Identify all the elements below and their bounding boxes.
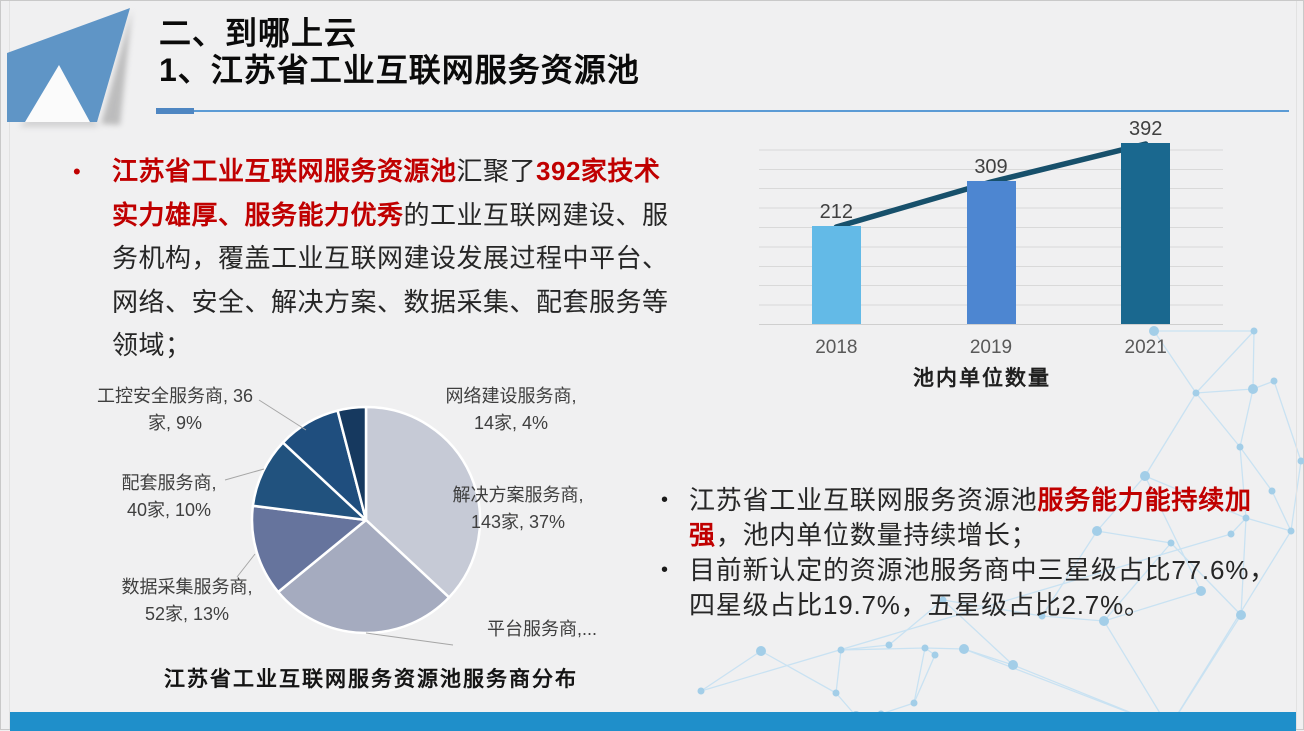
bar-chart-title: 池内单位数量 bbox=[759, 362, 1223, 392]
text-run: 江苏省工业互联网服务资源池 bbox=[112, 156, 457, 186]
constellation-node bbox=[1140, 471, 1150, 481]
constellation-node bbox=[1248, 384, 1258, 394]
text-run: ，池内单位数量持续增长； bbox=[716, 520, 1038, 550]
pie-label-data-collection-provider: 数据采集服务商, 52家, 13% bbox=[105, 574, 269, 628]
pie-label-support-provider: 配套服务商, 40家, 10% bbox=[93, 470, 245, 524]
constellation-node bbox=[1149, 326, 1159, 336]
slide-title-line1: 二、到哪上云 bbox=[159, 15, 640, 52]
constellation-node bbox=[922, 645, 929, 652]
paper-plane-icon bbox=[1, 3, 151, 135]
constellation-node bbox=[1298, 458, 1304, 465]
constellation-node bbox=[756, 646, 766, 656]
left-bullet-paragraph: • 江苏省工业互联网服务资源池汇聚了392家技术 实力雄厚、服务能力优秀的工业互… bbox=[73, 150, 673, 368]
constellation-node bbox=[1008, 660, 1018, 670]
bottom-accent-bar bbox=[10, 712, 1296, 731]
pie-label-platform-provider: 平台服务商,... bbox=[487, 616, 637, 643]
right-bullet-item-2: • 目前新认定的资源池服务商中三星级占比77.6%， 四星级占比19.7%，五星… bbox=[661, 553, 1301, 623]
bar-2018 bbox=[812, 226, 861, 324]
constellation-node bbox=[838, 647, 845, 654]
right-bullet-list: • 江苏省工业互联网服务资源池服务能力能持续加 强，池内单位数量持续增长； • … bbox=[661, 483, 1301, 623]
text-run: 江苏省工业互联网服务资源池 bbox=[689, 485, 1037, 515]
slide-title-line2: 1、江苏省工业互联网服务资源池 bbox=[159, 52, 640, 89]
constellation-node bbox=[886, 642, 893, 649]
constellation-node bbox=[1271, 378, 1278, 385]
bar-2021 bbox=[1121, 143, 1170, 324]
constellation-node bbox=[911, 700, 918, 707]
text-run: 汇聚了 bbox=[457, 156, 537, 186]
constellation-line bbox=[914, 648, 925, 703]
left-paragraph-text: 江苏省工业互联网服务资源池汇聚了392家技术 实力雄厚、服务能力优秀的工业互联网… bbox=[112, 150, 672, 368]
x-axis-tick-label: 2021 bbox=[1101, 337, 1191, 359]
leader-platform bbox=[366, 633, 453, 645]
pie-label-solution-provider: 解决方案服务商, 143家, 37% bbox=[438, 482, 598, 536]
title-underline-line bbox=[194, 110, 1289, 112]
constellation-line bbox=[761, 651, 836, 693]
bullet-marker: • bbox=[661, 553, 689, 623]
bullet-marker: • bbox=[661, 483, 689, 553]
right-bullet-text-1: 江苏省工业互联网服务资源池服务能力能持续加 强，池内单位数量持续增长； bbox=[689, 483, 1289, 553]
pie-label-network-provider: 网络建设服务商, 14家, 4% bbox=[426, 383, 596, 437]
bar-value-label: 212 bbox=[796, 201, 876, 224]
constellation-node bbox=[959, 644, 969, 654]
constellation-line bbox=[836, 650, 841, 693]
constellation-line bbox=[1253, 331, 1254, 389]
title-underline bbox=[156, 106, 1289, 116]
constellation-node bbox=[1251, 328, 1258, 335]
x-axis-tick-label: 2018 bbox=[791, 337, 881, 359]
pie-label-ics-security-provider: 工控安全服务商, 36 家, 9% bbox=[85, 383, 265, 437]
constellation-line bbox=[914, 655, 935, 703]
constellation-line bbox=[925, 648, 964, 649]
pie-chart-title: 江苏省工业互联网服务资源池服务商分布 bbox=[136, 663, 606, 693]
constellation-node bbox=[833, 690, 840, 697]
x-axis-tick-label: 2019 bbox=[946, 337, 1036, 359]
right-bullet-text-2: 目前新认定的资源池服务商中三星级占比77.6%， 四星级占比19.7%，五星级占… bbox=[689, 553, 1289, 623]
constellation-line bbox=[1145, 393, 1196, 476]
constellation-line bbox=[1240, 389, 1253, 447]
constellation-node bbox=[1237, 444, 1244, 451]
bar-2019 bbox=[967, 181, 1016, 324]
constellation-node bbox=[698, 688, 705, 695]
constellation-line bbox=[1196, 393, 1240, 447]
text-run: 目前新认定的资源池服务商中三星级占比77.6%， 四星级占比19.7%，五星级占… bbox=[689, 555, 1276, 620]
bar-value-label: 309 bbox=[951, 156, 1031, 179]
bar-value-label: 392 bbox=[1106, 118, 1186, 141]
leader-ics-security bbox=[259, 400, 306, 430]
slide-title: 二、到哪上云 1、江苏省工业互联网服务资源池 bbox=[159, 15, 640, 89]
title-underline-accent bbox=[156, 108, 194, 114]
constellation-node bbox=[932, 652, 939, 659]
bullet-marker: • bbox=[73, 150, 112, 368]
right-bullet-item-1: • 江苏省工业互联网服务资源池服务能力能持续加 强，池内单位数量持续增长； bbox=[661, 483, 1301, 553]
constellation-line bbox=[701, 651, 761, 691]
